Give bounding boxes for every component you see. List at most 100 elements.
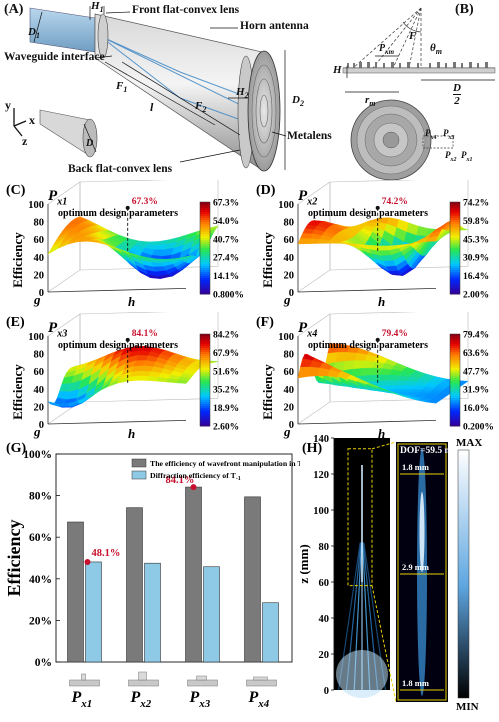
colorbar-tick-label: 35.2% (213, 386, 239, 396)
axis-x-label: x (29, 113, 35, 128)
y-tick-label: 0% (35, 657, 52, 669)
metalens-annotation: Metalens (287, 130, 332, 142)
panel-b-label: (B) (455, 2, 474, 18)
colorbar-tick-label: 59.8% (463, 217, 489, 227)
l-symbol: l (150, 100, 153, 115)
z-tick-label: 20 (34, 402, 45, 413)
unit-cell-icon (247, 677, 277, 686)
unit-cell-icon (188, 676, 218, 686)
h2-symbol: H2 (236, 86, 249, 100)
h1-symbol: H1 (91, 0, 104, 14)
colorbar-tick-label: 84.2% (213, 331, 239, 341)
z-tick-label: 100 (28, 200, 44, 211)
waveguide-interface-annotation: Waveguide interface (4, 51, 105, 63)
colorbar-tick-label: 2.00% (463, 291, 489, 301)
colorbar-tick-label: 45.3% (463, 235, 489, 245)
colorbar-tick-label: 74.2% (463, 199, 489, 209)
y-tick-label: 80% (29, 491, 52, 503)
f-symbol: F (409, 30, 416, 42)
colorbar-tick-label: 30.9% (463, 254, 489, 264)
colorbar-tick-label: 31.9% (463, 386, 489, 396)
metasurface-disc (351, 100, 453, 180)
beam-width-label: 1.8 mm (402, 678, 429, 688)
colorbar-tick-label: 27.4% (213, 254, 239, 264)
peak-value-label: 84.1% (132, 329, 158, 339)
category-label: Px2 (130, 689, 152, 710)
axis-y-label: y (5, 98, 11, 113)
f2-symbol: F2 (195, 100, 206, 114)
y-axis-label: Efficiency (4, 520, 24, 597)
panel-label: (D) (256, 183, 276, 198)
z-tick-label: 20 (284, 270, 295, 281)
h-axis-line (298, 420, 436, 424)
bar-diffraction (145, 563, 161, 662)
surface-title: Px3 (48, 320, 67, 340)
category-label: Px4 (248, 689, 270, 710)
bar-diffraction (204, 567, 220, 662)
z-tick-label: 100 (278, 200, 294, 211)
category-label: Px3 (189, 689, 211, 710)
intensity-colorbar (458, 450, 469, 698)
z-tick-label: 60 (34, 367, 45, 378)
panel-b: (B) F θm Pxm H rm D 2 Px4 Px3 Px2 Px1 (333, 0, 499, 182)
optimum-annotation: optimum design parameters (58, 340, 178, 351)
unit-cell-icon (129, 672, 159, 686)
z-tick-label: 120 (313, 470, 329, 481)
z-tick-label: 40 (284, 253, 295, 264)
bar-wavefront (68, 522, 84, 662)
substrate (343, 68, 495, 73)
colorbar-max-label: MAX (456, 437, 482, 449)
z-tick-label: 100 (278, 332, 294, 343)
z-tick-label: 80 (34, 218, 45, 229)
legend-label: The efficiency of wavefront manipulation… (150, 459, 300, 470)
colorbar-tick-label: 16.0% (463, 404, 489, 414)
surface-mesh (48, 346, 218, 407)
colorbar-tick-label: 67.9% (213, 349, 239, 359)
d-symbol: D (86, 138, 93, 149)
z-axis-label: z (mm) (300, 544, 311, 583)
surface-mesh (48, 217, 218, 279)
g-axis-label: g (283, 292, 291, 307)
surface-title: Px4 (298, 320, 317, 340)
z-tick-label: 60 (34, 235, 45, 246)
h-axis-label: h (378, 294, 385, 309)
cell-px4-label: Px4 (425, 128, 437, 141)
panel-a-label: (A) (4, 2, 23, 18)
colorbar-tick-label: 47.7% (463, 367, 489, 377)
panel-label: (F) (256, 315, 274, 330)
z-tick-label: 40 (34, 253, 45, 264)
surface-title: Px1 (48, 188, 67, 208)
d-over-2-symbol: D 2 (453, 82, 461, 107)
highlight-value-label: 48.1% (92, 548, 121, 559)
colorbar-tick-label: 51.6% (213, 367, 239, 377)
colorbar-tick-label: 40.7% (213, 235, 239, 245)
z-tick-label: 80 (34, 350, 45, 361)
f1-symbol: F1 (116, 80, 127, 94)
optimum-annotation: optimum design parameters (308, 340, 428, 351)
h-symbol: H (333, 64, 342, 76)
colorbar-tick-label: 18.9% (213, 404, 239, 414)
profile-pillars (347, 62, 488, 68)
bar-diffraction (263, 603, 279, 662)
efficiency-axis-label: Efficiency (10, 232, 25, 288)
z-tick-label: 80 (284, 218, 295, 229)
efficiency-axis-label: Efficiency (260, 232, 275, 288)
front-lens-annotation: Front flat-convex lens (132, 4, 239, 16)
focal-spot-core (420, 492, 425, 572)
incident-beam (336, 650, 388, 698)
bar-wavefront (127, 508, 143, 662)
h-axis-line (48, 420, 186, 424)
y-tick-label: 40% (29, 574, 52, 586)
surface-mesh (298, 343, 468, 403)
z-tick-label: 80 (284, 350, 295, 361)
highlight-marker (85, 559, 91, 565)
h-axis-line (298, 288, 436, 292)
theta-symbol: θm (430, 42, 442, 56)
